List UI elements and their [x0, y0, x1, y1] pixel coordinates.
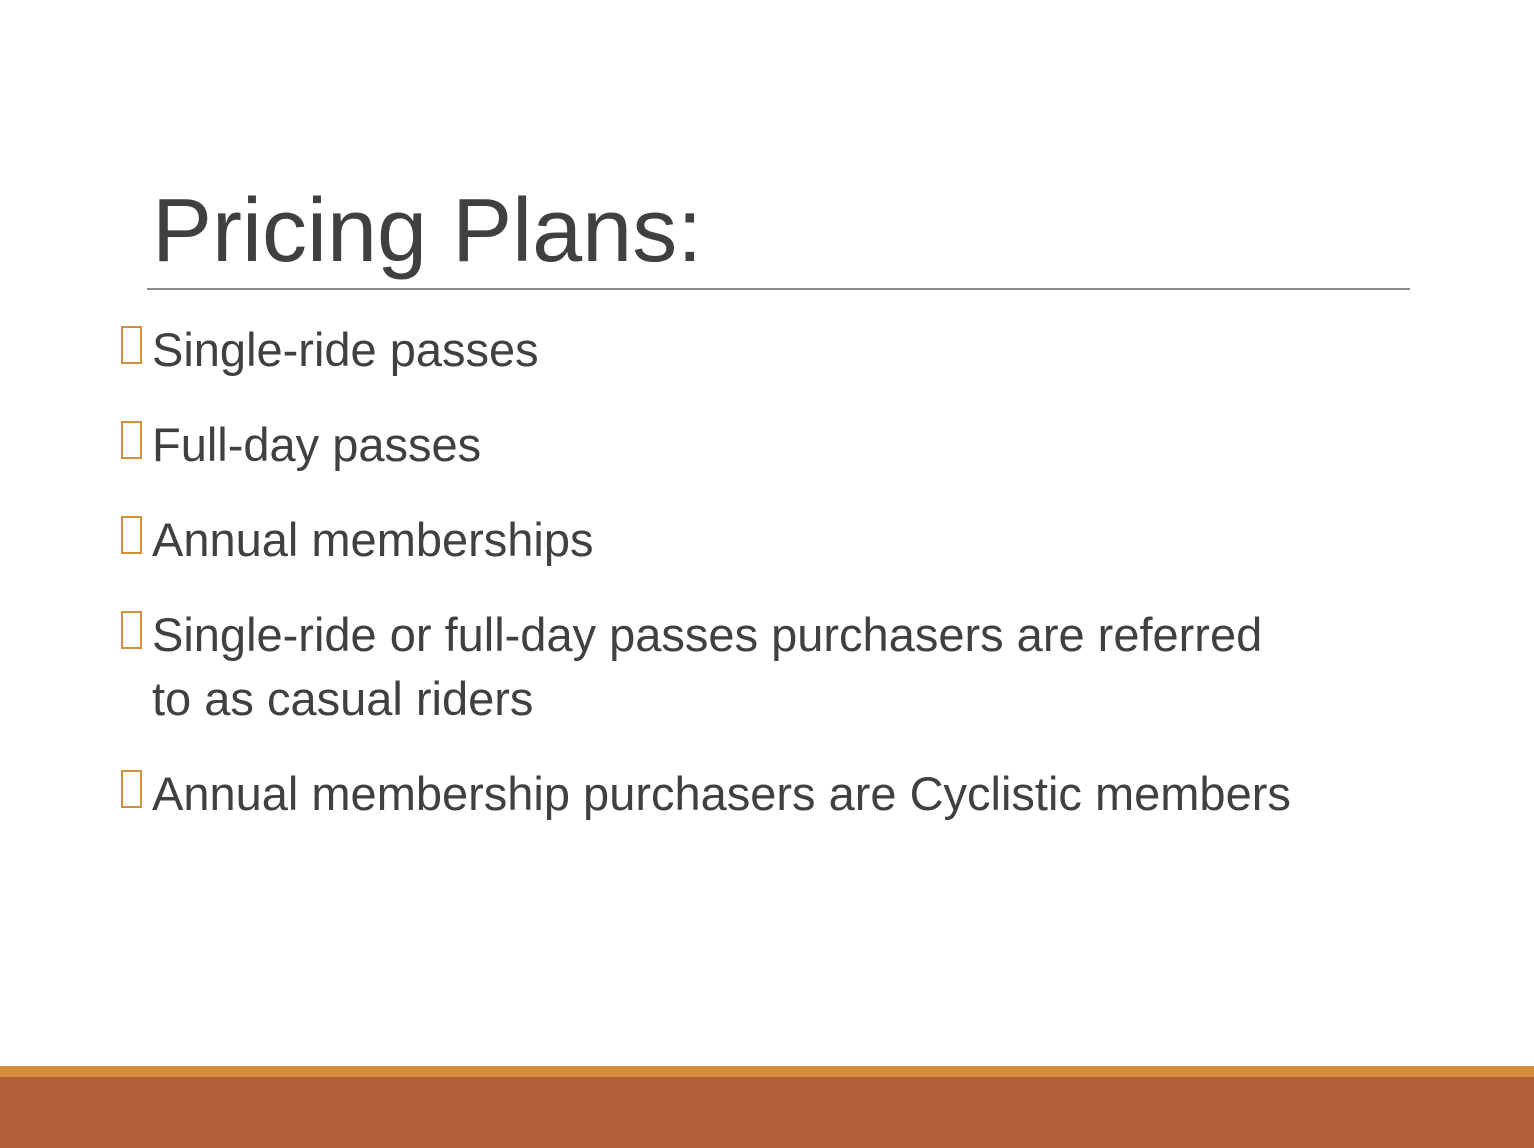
bullet-text: Single-ride or full-day passes purchaser… [152, 608, 1263, 725]
footer-accent-line [0, 1066, 1534, 1077]
bullet-item: Full-day passes [118, 413, 1298, 477]
bullet-marker-icon [121, 770, 142, 808]
bullet-text: Annual membership purchasers are Cyclist… [152, 767, 1291, 820]
bullet-marker-icon [121, 421, 142, 459]
bullet-item: Annual membership purchasers are Cyclist… [118, 762, 1298, 826]
bullet-text: Single-ride passes [152, 323, 539, 376]
bullet-item: Annual memberships [118, 508, 1298, 572]
bullet-item: Single-ride passes [118, 318, 1298, 382]
footer-band [0, 1077, 1534, 1148]
bullet-item: Single-ride or full-day passes purchaser… [118, 603, 1298, 731]
title-divider [147, 288, 1410, 290]
bullet-text: Annual memberships [152, 513, 594, 566]
bullet-marker-icon [121, 326, 142, 364]
bullet-marker-icon [121, 611, 142, 649]
bullet-text: Full-day passes [152, 418, 482, 471]
bullet-marker-icon [121, 516, 142, 554]
slide-title: Pricing Plans: [152, 181, 703, 281]
bullet-list: Single-ride passes Full-day passes Annua… [118, 318, 1298, 857]
